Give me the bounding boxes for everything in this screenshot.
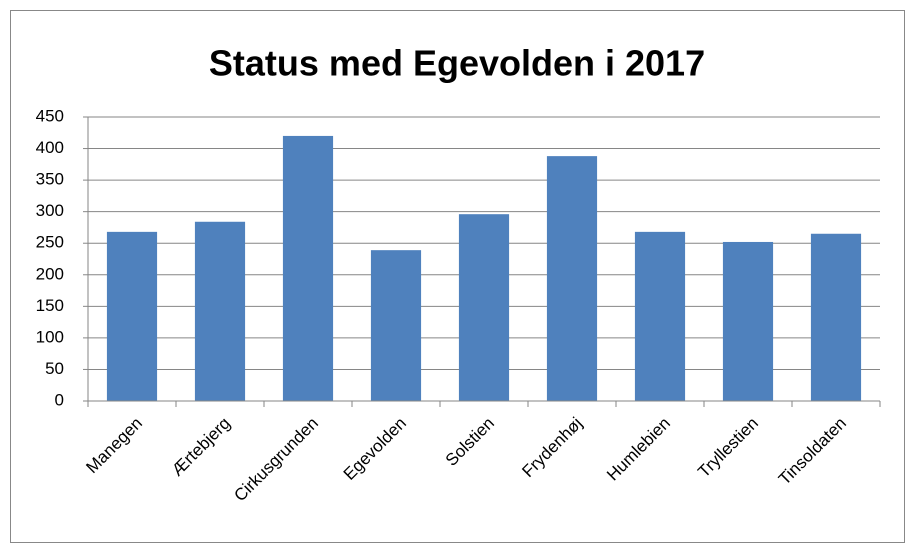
bar xyxy=(458,214,510,401)
y-tick-label: 150 xyxy=(36,296,64,315)
chart-title: Status med Egevolden i 2017 xyxy=(209,43,705,84)
bar xyxy=(546,156,598,401)
bar xyxy=(810,233,862,401)
y-tick-label: 100 xyxy=(36,327,64,346)
y-tick-label: 200 xyxy=(36,264,64,283)
y-tick-label: 0 xyxy=(55,390,64,409)
bar xyxy=(370,250,422,401)
y-tick-label: 400 xyxy=(36,138,64,157)
y-tick-label: 350 xyxy=(36,170,64,189)
y-tick-label: 250 xyxy=(36,233,64,252)
bar xyxy=(106,231,158,401)
y-tick-label: 300 xyxy=(36,201,64,220)
y-tick-label: 50 xyxy=(45,359,64,378)
bar xyxy=(282,135,334,401)
y-tick-label: 450 xyxy=(36,106,64,125)
bar xyxy=(634,231,686,401)
bar xyxy=(194,221,246,401)
bar xyxy=(722,241,774,401)
